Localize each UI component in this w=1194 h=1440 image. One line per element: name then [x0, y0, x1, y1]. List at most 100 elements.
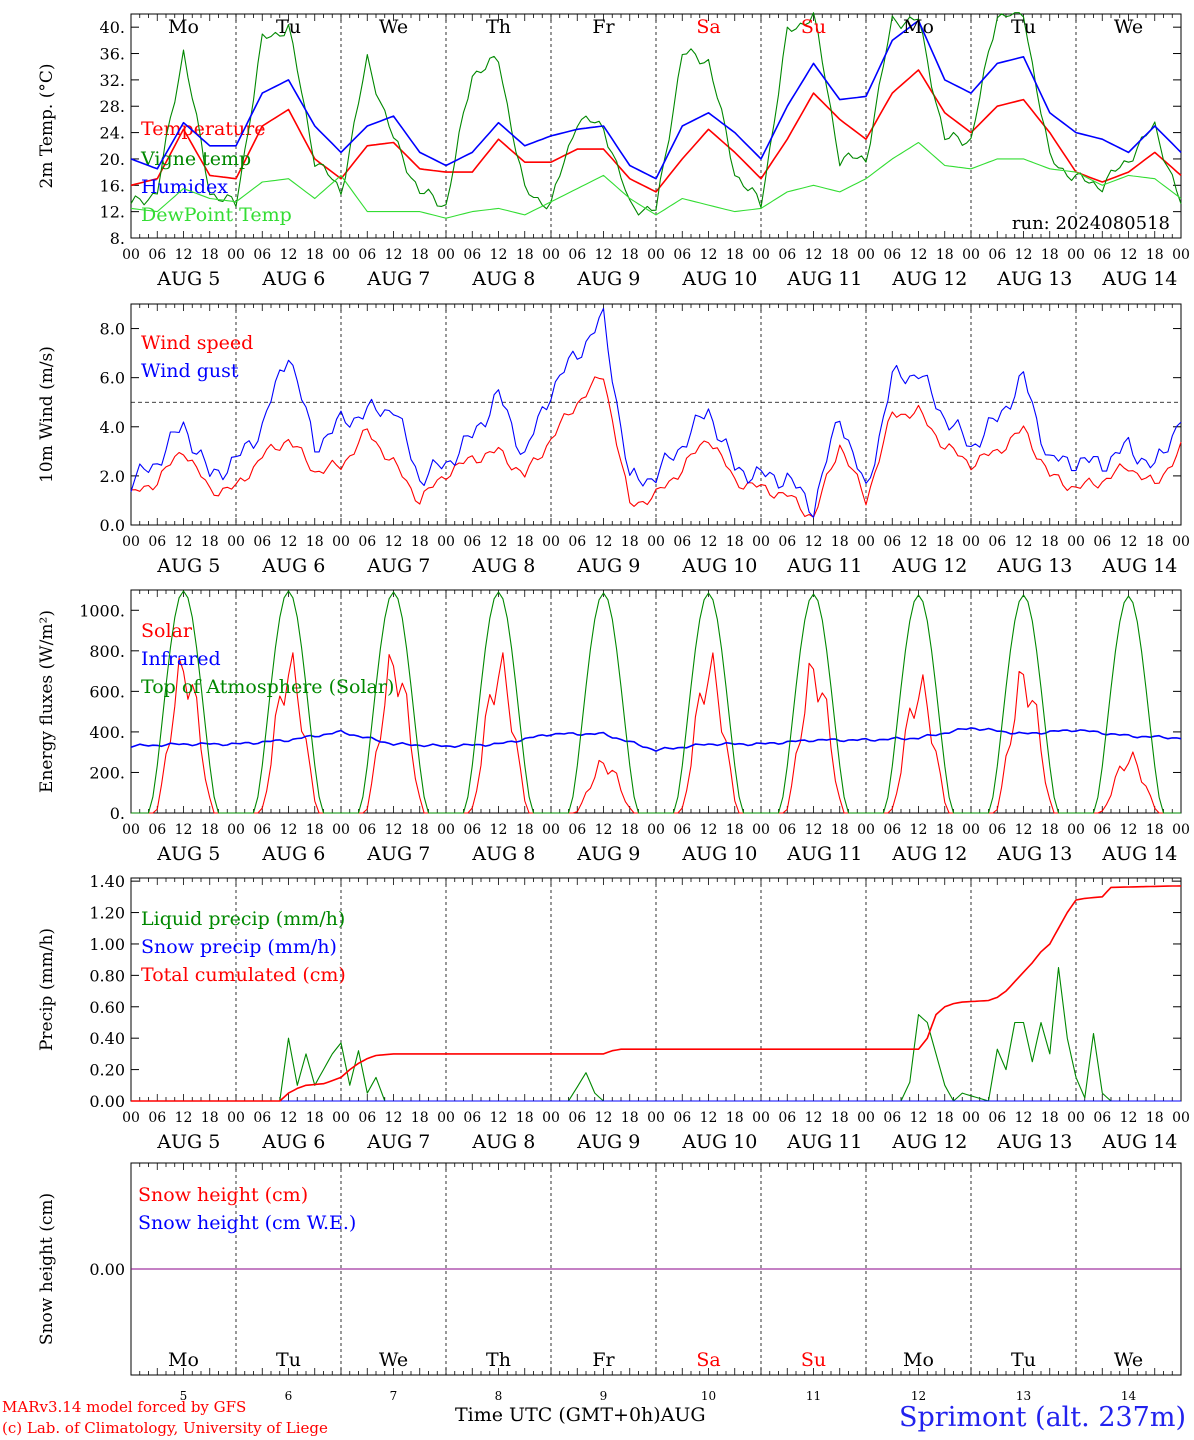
- hour-label: 00: [857, 1110, 875, 1126]
- legend-entry: Wind speed: [141, 332, 253, 354]
- series-line-top-of-atmosphere-solar-: [131, 590, 1181, 814]
- hour-label: 00: [1067, 822, 1085, 838]
- hour-label: 12: [910, 247, 928, 263]
- date-label: AUG 12: [891, 1131, 967, 1153]
- date-label: AUG 12: [891, 555, 967, 577]
- hour-label: 18: [831, 247, 849, 263]
- date-label: AUG 14: [1101, 843, 1177, 865]
- hour-label: 06: [463, 247, 481, 263]
- y-tick-label: 8.: [110, 229, 125, 248]
- hour-label: 06: [778, 1110, 796, 1126]
- date-label: AUG 11: [786, 1131, 862, 1153]
- hour-label: 18: [1146, 822, 1164, 838]
- weekday-label: Th: [486, 16, 511, 38]
- y-tick-label: 20.: [100, 150, 125, 169]
- hour-label: 00: [857, 247, 875, 263]
- hour-label: 00: [1067, 1110, 1085, 1126]
- hour-label: 18: [1041, 247, 1059, 263]
- hour-label: 00: [332, 1110, 350, 1126]
- hour-label: 18: [1146, 534, 1164, 550]
- y-tick-label: 2.0: [100, 467, 125, 486]
- hour-label: 12: [595, 534, 613, 550]
- hour-label: 18: [1146, 247, 1164, 263]
- station-name: Sprimont (alt. 237m): [899, 1402, 1186, 1433]
- hour-label: 06: [358, 822, 376, 838]
- y-tick-label: 200.: [89, 763, 125, 782]
- weekday-label: We: [1114, 16, 1143, 38]
- legend-entry: DewPoint Temp: [141, 204, 292, 226]
- hour-label: 12: [1015, 822, 1033, 838]
- weekday-label: Sa: [696, 1349, 720, 1371]
- hour-label: 12: [700, 822, 718, 838]
- hour-label: 00: [1172, 534, 1190, 550]
- hour-label: 06: [778, 534, 796, 550]
- series-line-wind-speed: [130, 376, 1182, 518]
- hour-label: 06: [1093, 822, 1111, 838]
- hour-label: 00: [122, 822, 140, 838]
- hour-label: 12: [280, 534, 298, 550]
- date-label: AUG 14: [1101, 555, 1177, 577]
- hour-label: 18: [621, 534, 639, 550]
- date-label: AUG 8: [471, 268, 535, 290]
- hour-label: 12: [175, 534, 193, 550]
- hour-label: 00: [962, 247, 980, 263]
- y-tick-label: 0.00: [89, 1260, 125, 1279]
- date-label: AUG 5: [156, 555, 220, 577]
- hour-label: 00: [332, 822, 350, 838]
- date-number: 8: [495, 1389, 503, 1403]
- hour-label: 06: [1093, 534, 1111, 550]
- legend-entry: Solar: [141, 620, 193, 642]
- series-line-infrared: [130, 727, 1182, 752]
- date-label: AUG 7: [366, 268, 430, 290]
- hour-label: 06: [568, 1110, 586, 1126]
- date-label: AUG 13: [996, 843, 1072, 865]
- legend-entry: Humidex: [141, 176, 228, 198]
- hour-label: 00: [1172, 822, 1190, 838]
- weekday-label: Mo: [903, 16, 934, 38]
- hour-label: 18: [411, 822, 429, 838]
- hour-label: 18: [201, 822, 219, 838]
- date-label: AUG 11: [786, 268, 862, 290]
- run-label: run: 2024080518: [1012, 213, 1170, 234]
- hour-label: 18: [726, 1110, 744, 1126]
- hour-label: 00: [647, 822, 665, 838]
- y-tick-label: 32.: [100, 71, 125, 90]
- hour-label: 18: [306, 822, 324, 838]
- hour-label: 12: [490, 247, 508, 263]
- hour-label: 18: [831, 1110, 849, 1126]
- date-label: AUG 7: [366, 555, 430, 577]
- hour-label: 18: [201, 534, 219, 550]
- hour-label: 18: [411, 534, 429, 550]
- date-label: AUG 6: [261, 268, 325, 290]
- x-axis-title-text: Time UTC (GMT+0h): [455, 1404, 661, 1426]
- hour-label: 06: [148, 822, 166, 838]
- hour-label: 06: [568, 534, 586, 550]
- y-tick-label: 6.0: [100, 369, 125, 388]
- hour-label: 12: [385, 822, 403, 838]
- lab-credit: (c) Lab. of Climatology, University of L…: [2, 1419, 328, 1437]
- date-label: AUG 8: [471, 1131, 535, 1153]
- hour-label: 00: [752, 534, 770, 550]
- hour-label: 12: [385, 247, 403, 263]
- series-line-vigne-temp: [130, 12, 1182, 216]
- series-line-wind-gust: [130, 307, 1182, 518]
- hour-label: 00: [542, 1110, 560, 1126]
- hour-label: 12: [490, 534, 508, 550]
- y-tick-label: 0.: [110, 804, 125, 823]
- hour-label: 06: [883, 822, 901, 838]
- panel-4: 0.00 0.20 0.40 0.60 0.80 1.00 1.20 1.40 Precip (…: [37, 872, 1190, 1153]
- hour-label: 06: [253, 534, 271, 550]
- series-line-total-cumulated-cm-: [131, 885, 1182, 1102]
- x-axis-title: Time UTC (GMT+0h)AUG: [455, 1404, 706, 1426]
- hour-label: 06: [883, 1110, 901, 1126]
- hour-label: 06: [253, 822, 271, 838]
- date-label: AUG 10: [681, 268, 757, 290]
- hour-label: 00: [752, 1110, 770, 1126]
- hour-label: 12: [805, 247, 823, 263]
- legend-entry: Temperature: [141, 118, 265, 140]
- date-number: 7: [390, 1389, 398, 1403]
- y-tick-label: 28.: [100, 97, 125, 116]
- hour-label: 12: [490, 822, 508, 838]
- hour-label: 18: [201, 1110, 219, 1126]
